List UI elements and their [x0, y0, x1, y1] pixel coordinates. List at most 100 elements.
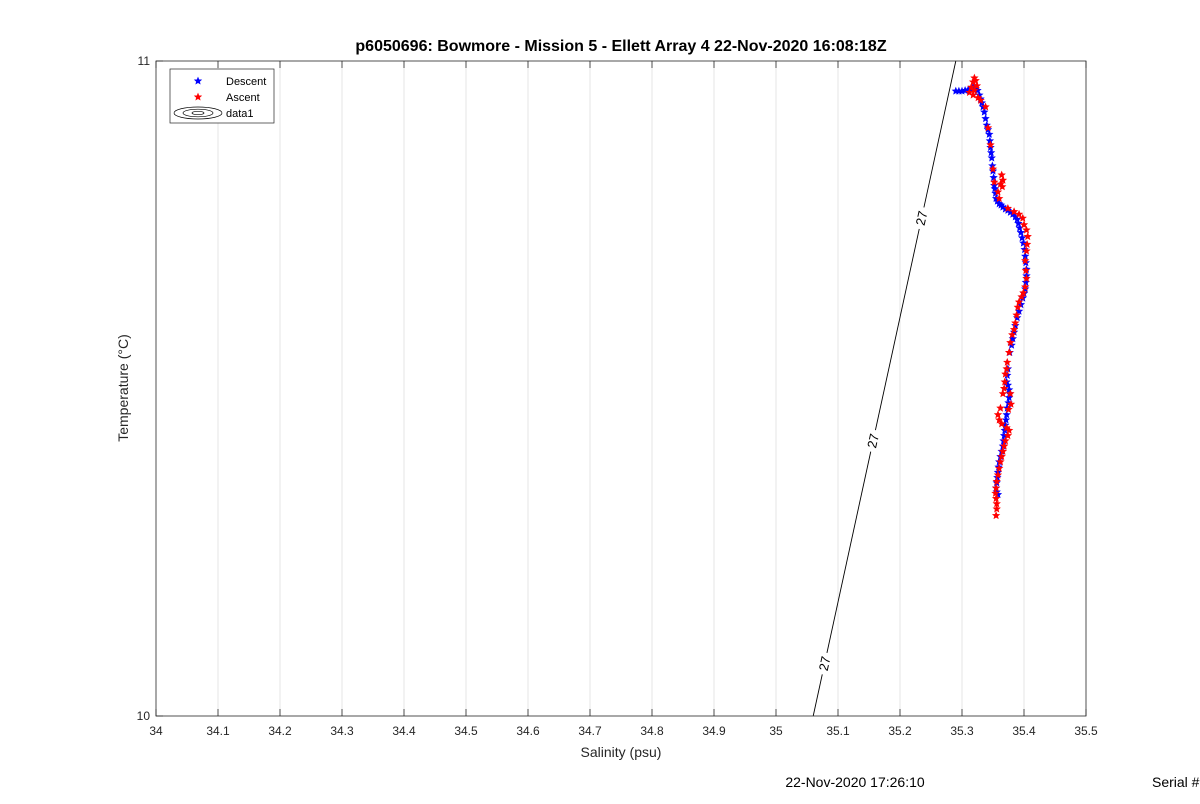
y-axis-label: Temperature (°C) — [115, 334, 131, 442]
data-point-ascent — [1022, 246, 1031, 255]
data-point-ascent — [997, 170, 1006, 179]
data-point-ascent — [992, 477, 1001, 486]
data-point-ascent — [1014, 209, 1024, 218]
data-point-ascent — [997, 419, 1006, 428]
data-point-ascent — [1022, 240, 1032, 248]
y-tick-label: 11 — [138, 54, 151, 68]
x-tick-label: 34.3 — [330, 724, 354, 738]
x-tick-label: 35.1 — [826, 724, 850, 738]
x-tick-label: 35 — [769, 724, 783, 738]
data-point-ascent — [1023, 232, 1032, 241]
axes-frame — [155, 60, 1087, 717]
x-tick-label: 35.5 — [1074, 724, 1098, 738]
x-tick-label: 34.6 — [516, 724, 540, 738]
data-point-ascent — [1003, 203, 1013, 212]
data-point-ascent — [991, 511, 1001, 520]
data-point-descent — [987, 153, 996, 162]
y-axis-ticks: 10 11 — [137, 54, 163, 723]
data-point-descent — [986, 143, 995, 152]
data-point-ascent — [1004, 405, 1013, 414]
legend-marker-ascent — [193, 92, 203, 101]
data-point-ascent — [997, 452, 1006, 461]
data-point-ascent — [1017, 292, 1026, 301]
data-point-ascent — [1008, 330, 1017, 339]
data-point-descent — [990, 184, 1000, 193]
data-point-ascent — [1006, 338, 1015, 347]
legend-marker-descent — [193, 76, 203, 85]
data-point-ascent — [995, 415, 1004, 424]
legend-label-data1: data1 — [226, 108, 254, 120]
data-point-ascent — [971, 76, 980, 85]
data-point-ascent — [1022, 225, 1031, 234]
series-ascent — [965, 73, 1032, 520]
data-point-ascent — [991, 494, 1001, 503]
legend-label-ascent: Ascent — [226, 92, 260, 104]
contour-label: 27 — [913, 210, 931, 227]
data-point-descent — [985, 129, 994, 138]
contour-ellipse-icon — [173, 106, 223, 120]
y-tick-label: 10 — [137, 709, 151, 723]
data-point-ascent — [1006, 399, 1016, 408]
data-point-ascent — [972, 81, 982, 90]
data-point-descent — [1002, 410, 1011, 419]
data-point-ascent — [976, 95, 985, 104]
data-point-ascent — [993, 410, 1003, 419]
data-point-ascent — [991, 483, 1001, 492]
data-point-ascent — [998, 175, 1008, 184]
contour-line-segment — [923, 60, 957, 208]
data-point-ascent — [1004, 348, 1014, 357]
legend-marker-descent-star — [193, 76, 203, 85]
data-point-ascent — [1021, 256, 1030, 265]
chart-title: p6050696: Bowmore - Mission 5 - Ellett A… — [355, 38, 886, 55]
data-point-descent — [980, 107, 989, 116]
data-point-ascent — [1012, 310, 1021, 319]
data-point-ascent — [995, 464, 1004, 472]
data-point-ascent — [1002, 364, 1011, 373]
x-tick-label: 34.8 — [640, 724, 664, 738]
data-point-ascent — [988, 164, 998, 173]
legend-marker-ascent-star — [193, 92, 203, 101]
data-point-ascent — [996, 457, 1005, 466]
x-tick-label: 34.7 — [578, 724, 602, 738]
x-tick-label: 34.9 — [702, 724, 726, 738]
data-point-ascent — [1019, 220, 1029, 229]
data-point-ascent — [996, 179, 1005, 188]
data-point-descent — [1014, 219, 1023, 227]
x-axis-label: Salinity (psu) — [581, 744, 662, 760]
x-tick-label: 35.2 — [888, 724, 912, 738]
data-point-ascent — [998, 446, 1008, 455]
data-point-ascent — [993, 187, 1003, 196]
data-point-ascent — [981, 102, 990, 111]
plot-area: 27 27 27 — [155, 60, 1087, 717]
x-tick-label: 34.5 — [454, 724, 478, 738]
data-point-ascent — [967, 82, 976, 91]
contour-label: 27 — [864, 432, 882, 449]
data-point-ascent — [1000, 377, 1009, 386]
data-point-descent — [1017, 233, 1027, 242]
data-point-ascent — [1021, 266, 1031, 275]
data-point-descent — [989, 173, 998, 182]
x-tick-label: 34.1 — [206, 724, 230, 738]
data-point-ascent — [1003, 357, 1012, 366]
x-tick-label: 34 — [149, 724, 163, 738]
x-axis-ticks: 34 34.1 34.2 34.3 34.4 34.5 34.6 34.7 34.8 34.9 35… — [149, 61, 1098, 738]
footer-timestamp: 22-Nov-2020 17:26:10 — [785, 774, 925, 790]
data-point-ascent — [1013, 302, 1022, 311]
footer-serial: Serial # — [1152, 774, 1200, 790]
data-point-ascent — [986, 140, 995, 149]
data-point-ascent — [970, 86, 979, 95]
data-point-ascent — [983, 123, 993, 132]
data-point-ascent — [995, 194, 1004, 203]
data-point-ascent — [996, 403, 1005, 412]
data-point-ascent — [1011, 318, 1020, 327]
data-point-ascent — [1006, 389, 1015, 398]
data-point-ascent — [993, 470, 1003, 479]
data-point-ascent — [991, 488, 1000, 497]
x-tick-label: 34.2 — [268, 724, 292, 738]
data-point-ascent — [1003, 431, 1013, 440]
contour-label: 27 — [816, 655, 834, 672]
data-point-ascent — [1004, 426, 1014, 434]
contour-line-segment — [812, 674, 823, 717]
x-tick-label: 34.4 — [392, 724, 416, 738]
